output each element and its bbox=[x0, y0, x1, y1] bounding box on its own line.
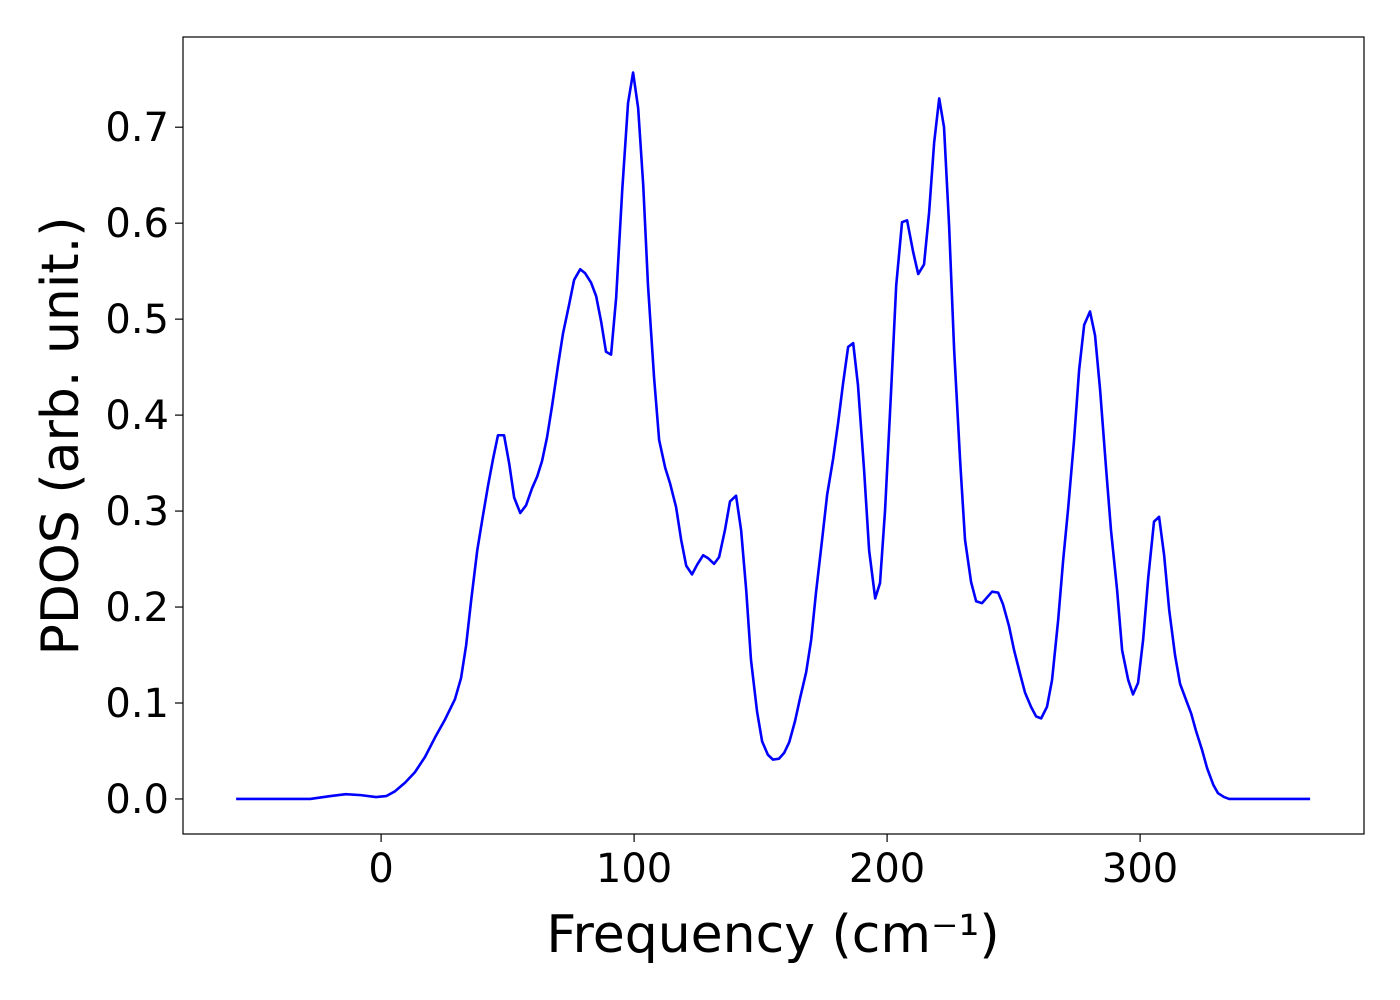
x-tick-label: 0 bbox=[368, 846, 393, 892]
x-axis-label: Frequency (cm⁻¹) bbox=[546, 905, 999, 965]
x-tick-label: 200 bbox=[849, 846, 925, 892]
y-tick-label: 0.4 bbox=[105, 393, 169, 439]
y-tick-label: 0.5 bbox=[105, 297, 169, 343]
y-tick-label: 0.6 bbox=[105, 201, 169, 247]
y-axis-label: PDOS (arb. unit.) bbox=[31, 216, 91, 655]
x-tick-label: 300 bbox=[1102, 846, 1178, 892]
y-tick-label: 0.2 bbox=[105, 585, 169, 631]
y-tick-label: 0.3 bbox=[105, 489, 169, 535]
pdos-line bbox=[236, 71, 1311, 801]
y-tick-label: 0.1 bbox=[105, 681, 169, 727]
x-tick-label: 100 bbox=[596, 846, 672, 892]
plot-frame bbox=[182, 36, 1365, 835]
y-tick-label: 0.0 bbox=[105, 777, 169, 823]
y-tick-label: 0.7 bbox=[105, 105, 169, 151]
